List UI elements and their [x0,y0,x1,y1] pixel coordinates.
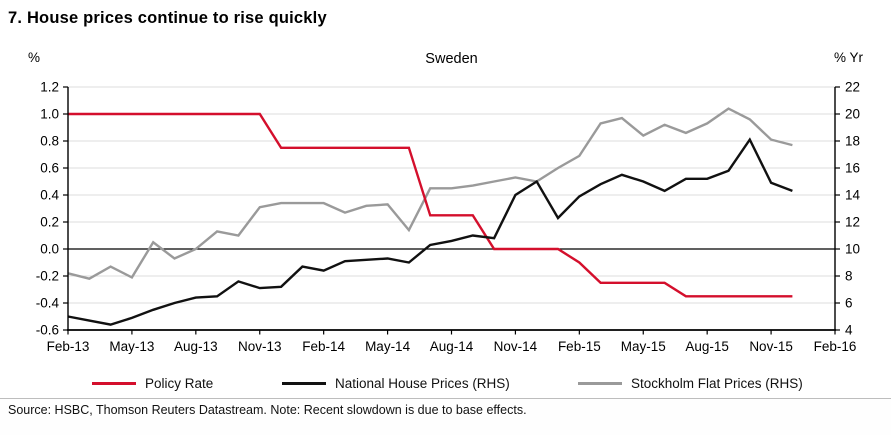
x-axis-tick-label: Feb-15 [558,339,601,354]
legend-label-stockholm-flat-prices-rhs: Stockholm Flat Prices (RHS) [631,375,803,391]
stockholm-flat-prices-rhs-line [67,107,793,280]
y-axis-right-tick-label: 4 [845,323,853,338]
x-axis-tick-label: Feb-14 [302,339,345,354]
footer-bar: Source: HSBC, Thomson Reuters Datastream… [0,398,891,435]
legend-swatch-stockholm-flat-prices-rhs [578,381,622,385]
x-axis-tick-label: May-14 [365,339,411,354]
y-axis-right-tick-label: 16 [845,161,860,176]
x-axis-tick-label: May-13 [109,339,154,354]
legend-swatch-policy-rate [92,381,136,385]
source-note: Source: HSBC, Thomson Reuters Datastream… [8,403,527,417]
x-axis-tick-label: Feb-13 [47,339,90,354]
x-axis-tick-label: Aug-15 [685,339,729,354]
y-axis-left-tick-label: 0.6 [40,161,59,176]
y-axis-right-tick-label: 22 [845,80,860,95]
y-axis-right-tick-label: 6 [845,296,853,311]
y-axis-left-tick-label: 0.8 [40,134,59,149]
y-axis-right-tick-label: 20 [845,107,860,122]
chart-region-label: Sweden [425,51,477,67]
y-axis-right-tick-label: 14 [845,188,861,203]
y-axis-left-tick-label: 0.4 [40,188,59,203]
right-axis-unit-label: % Yr [834,50,864,65]
x-axis-tick-label: Nov-14 [494,339,538,354]
y-axis-right-tick-label: 18 [845,134,860,149]
x-axis-tick-label: Feb-16 [814,339,857,354]
y-axis-left-tick-label: 0.2 [40,215,59,230]
y-axis-left-tick-label: -0.6 [36,323,59,338]
legend-item-national-house-prices-rhs: National House Prices (RHS) [282,372,510,394]
left-axis-unit-label: % [28,50,40,65]
y-axis-right-tick-label: 12 [845,215,860,230]
legend-swatch-national-house-prices-rhs [282,381,326,385]
y-axis-left-tick-label: -0.4 [36,296,60,311]
line-chart: 1.2 1.0 0.8 0.6 0.4 0.2 0.0 -0.2 -0.4 -0.6 22 20 18 1… [28,50,864,354]
x-axis-tick-label: Aug-14 [430,339,474,354]
y-axis-left-tick-label: 1.0 [40,107,59,122]
chart-legend: Policy Rate National House Prices (RHS) St… [0,372,891,394]
policy-rate-line [68,112,793,298]
legend-item-policy-rate: Policy Rate [92,372,213,394]
y-axis-left-tick-label: -0.2 [36,269,59,284]
legend-label-policy-rate: Policy Rate [145,375,214,391]
y-axis-right-tick-label: 8 [845,269,853,284]
legend-item-stockholm-flat-prices-rhs: Stockholm Flat Prices (RHS) [578,372,803,394]
x-axis-tick-label: May-15 [621,339,666,354]
x-axis-tick-label: Aug-13 [174,339,218,354]
y-axis-left-tick-label: 1.2 [40,80,59,95]
legend-label-national-house-prices-rhs: National House Prices (RHS) [335,375,510,391]
national-house-prices-rhs-line [67,137,793,326]
x-axis-tick-label: Nov-15 [749,339,793,354]
y-axis-right-tick-label: 10 [845,242,860,257]
y-axis-left-tick-label: 0.0 [40,242,59,257]
x-axis-tick-label: Nov-13 [238,339,282,354]
page-title: 7. House prices continue to rise quickly [8,9,327,27]
